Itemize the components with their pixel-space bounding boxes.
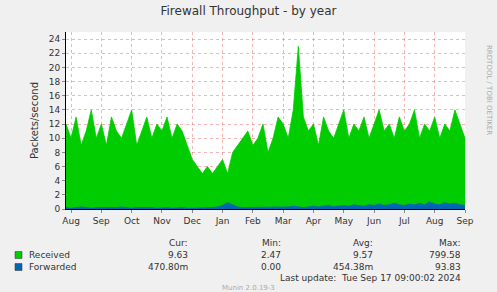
svg-text:Packets/second: Packets/second <box>29 82 40 159</box>
svg-text:2.47: 2.47 <box>261 250 281 260</box>
svg-text:Forwarded: Forwarded <box>29 262 76 272</box>
svg-text:Feb: Feb <box>245 216 261 226</box>
svg-text:Dec: Dec <box>184 216 201 226</box>
svg-text:18: 18 <box>49 77 61 87</box>
svg-text:93.83: 93.83 <box>435 262 461 272</box>
svg-text:0.00: 0.00 <box>261 262 281 272</box>
svg-text:20: 20 <box>49 63 61 73</box>
svg-text:2: 2 <box>54 190 60 200</box>
svg-text:Jun: Jun <box>366 216 381 226</box>
svg-text:Aug: Aug <box>426 216 444 226</box>
svg-text:Last update: Tue Sep 17 09:00: Last update: Tue Sep 17 09:00:02 2024 <box>280 273 461 283</box>
svg-text:Sep: Sep <box>93 216 110 226</box>
svg-text:Cur:: Cur: <box>169 238 188 248</box>
svg-text:24: 24 <box>49 34 61 44</box>
svg-text:16: 16 <box>49 91 61 101</box>
svg-text:Min:: Min: <box>262 238 281 248</box>
svg-text:May: May <box>334 216 353 226</box>
svg-text:22: 22 <box>49 48 60 58</box>
svg-text:Apr: Apr <box>306 216 322 226</box>
svg-text:14: 14 <box>49 105 61 115</box>
svg-text:Firewall Throughput - by year: Firewall Throughput - by year <box>160 4 336 18</box>
svg-text:6: 6 <box>54 162 60 172</box>
svg-text:Received: Received <box>29 250 70 260</box>
svg-text:12: 12 <box>49 119 60 129</box>
svg-text:10: 10 <box>49 133 61 143</box>
svg-text:9.63: 9.63 <box>168 250 188 260</box>
svg-text:Munin 2.0.19-3: Munin 2.0.19-3 <box>222 284 275 292</box>
svg-text:799.58: 799.58 <box>429 250 461 260</box>
svg-text:Avg:: Avg: <box>353 238 373 248</box>
svg-text:RRDTOOL / TOBI OETIKER: RRDTOOL / TOBI OETIKER <box>485 45 493 135</box>
svg-text:454.38m: 454.38m <box>333 262 373 272</box>
svg-text:4: 4 <box>54 176 60 186</box>
svg-text:Jan: Jan <box>215 216 230 226</box>
svg-text:8: 8 <box>54 148 60 158</box>
svg-text:470.80m: 470.80m <box>148 262 188 272</box>
svg-text:Max:: Max: <box>439 238 461 248</box>
svg-text:Aug: Aug <box>62 216 80 226</box>
svg-text:Mar: Mar <box>275 216 292 226</box>
svg-text:Jul: Jul <box>398 216 410 226</box>
svg-text:Oct: Oct <box>124 216 140 226</box>
svg-text:0: 0 <box>54 204 60 214</box>
svg-text:Nov: Nov <box>153 216 171 226</box>
svg-text:Sep: Sep <box>457 216 474 226</box>
svg-text:9.57: 9.57 <box>353 250 373 260</box>
